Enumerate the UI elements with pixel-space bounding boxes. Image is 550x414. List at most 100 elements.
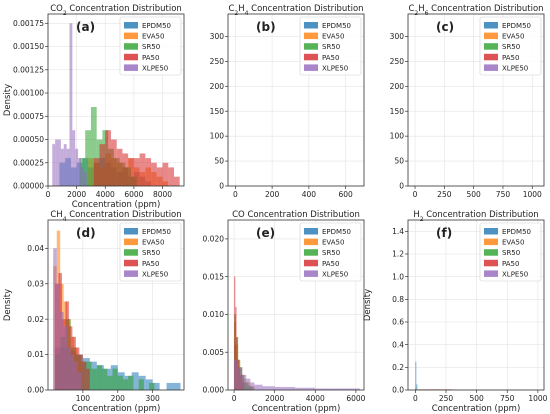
- legend-swatch: [304, 64, 318, 71]
- axes-frame: [227, 219, 365, 391]
- legend-label: SR50: [502, 249, 520, 257]
- legend-swatch: [484, 270, 498, 277]
- chart-title: CO Concentration Distribution: [232, 210, 360, 220]
- histogram-bar: [234, 359, 239, 390]
- y-tick-label: 0.01: [27, 350, 44, 359]
- histogram-bar: [416, 384, 418, 390]
- chart-title-part: 4: [245, 10, 249, 17]
- chart-title: H2 Concentration Distribution: [413, 210, 538, 223]
- x-tick-label: 750: [496, 190, 511, 199]
- legend-label: XLPE50: [322, 270, 348, 278]
- histogram-bar: [128, 375, 134, 390]
- legend-box: [119, 16, 182, 76]
- chart-panel: 0 2000 4000 6000 8000 0.00000 0.00025 0.00050 0.…: [3, 4, 185, 210]
- histogram-bar: [166, 382, 174, 390]
- histogram-bar: [168, 167, 174, 186]
- x-tick-label: 0: [413, 394, 418, 403]
- chart-panel: 0 250 500 750 1000 0.0 0.2 0.4 0.6 0.8 1.0 1.2 1.4 H2…: [363, 210, 548, 414]
- legend-label: EPDM50: [142, 228, 171, 236]
- legend-label: SR50: [322, 43, 340, 51]
- legend-swatch: [124, 22, 138, 29]
- legend-box: [299, 16, 362, 76]
- x-axis-label: Concentration (ppm): [72, 200, 161, 210]
- histogram-bar: [173, 382, 181, 390]
- y-tick-label: 250: [210, 57, 225, 66]
- chart-panel: 0 250 500 750 1000 0 50 100 150 200 250 300 C2H6 Con…: [390, 4, 545, 199]
- histogram-bar: [82, 361, 87, 390]
- panel-letter: (e): [256, 226, 275, 240]
- legend-swatch: [124, 53, 138, 61]
- histogram-bar: [78, 158, 81, 186]
- legend-label: PA50: [322, 260, 339, 268]
- histogram-bar: [133, 158, 140, 186]
- histogram-bar: [162, 162, 169, 186]
- y-tick-label: 0.020: [203, 234, 225, 243]
- chart-title-part: 6: [425, 10, 429, 17]
- x-tick-label: 1000: [523, 190, 542, 199]
- histogram-bar: [156, 167, 163, 186]
- histogram-bar: [56, 283, 61, 390]
- x-tick-label: 500: [469, 394, 484, 403]
- histogram-bar: [86, 368, 90, 390]
- y-tick-label: 1.0: [392, 272, 404, 281]
- histogram-bar: [99, 144, 106, 186]
- legend-swatch: [124, 238, 138, 246]
- y-tick-label: 200: [390, 82, 405, 91]
- histogram-bar: [246, 378, 251, 390]
- legend-label: XLPE50: [322, 64, 348, 72]
- legend-swatch: [124, 32, 138, 40]
- y-tick-label: 50: [214, 157, 224, 166]
- histogram-bar: [128, 158, 134, 186]
- histogram-bar: [415, 361, 417, 390]
- x-tick-label: 8000: [153, 190, 172, 199]
- histogram-bar: [52, 144, 56, 186]
- chart-title-part: H: [418, 4, 424, 14]
- chart-title-part: H: [238, 4, 244, 14]
- y-tick-label: 0.6: [392, 318, 404, 327]
- legend-swatch: [484, 64, 498, 71]
- legend-swatch: [304, 32, 318, 40]
- chart-title: C2H6 Concentration Distribution: [408, 4, 543, 17]
- chart-panel: 0 200 400 600 0 50 100 150 200 250 300 C2H4 Concent…: [210, 4, 365, 199]
- x-axis-label: Concentration (ppm): [432, 404, 521, 414]
- histogram-bar: [145, 158, 152, 186]
- legend-swatch: [304, 259, 318, 267]
- y-tick-label: 0: [219, 182, 224, 191]
- legend-label: EPDM50: [502, 228, 531, 236]
- y-tick-label: 0.02: [27, 315, 44, 324]
- panel-letter: (b): [256, 20, 276, 34]
- legend-label: EVA50: [322, 33, 344, 41]
- y-tick-label: 0.00100: [13, 89, 44, 98]
- legend-label: PA50: [322, 54, 339, 62]
- legend-label: SR50: [142, 249, 160, 257]
- x-tick-label: 0: [233, 190, 238, 199]
- histogram-bar: [112, 368, 118, 390]
- chart-panel: 100 200 300 0.00 0.01 0.02 0.03 0.04 CH4 Concent…: [3, 210, 185, 414]
- chart-title-part: 2: [63, 10, 67, 17]
- y-tick-label: 0.00150: [13, 42, 44, 51]
- legend-swatch: [304, 53, 318, 61]
- histogram-bar: [91, 368, 97, 390]
- histogram-bar: [235, 306, 237, 390]
- y-tick-label: 0.000: [203, 386, 225, 395]
- y-tick-label: 0.005: [203, 348, 225, 357]
- y-tick-label: 0.00: [27, 386, 44, 395]
- x-tick-label: 750: [500, 394, 515, 403]
- x-tick-label: 0: [46, 190, 51, 199]
- histogram-bar: [55, 139, 59, 186]
- histogram-bar: [74, 361, 78, 390]
- histogram-bar: [66, 148, 70, 186]
- y-tick-label: 0.00000: [13, 182, 44, 191]
- histogram-bar: [131, 372, 139, 390]
- legend-swatch: [304, 270, 318, 277]
- y-tick-label: 200: [210, 82, 225, 91]
- chart-title-part: Concentration Distribution: [424, 210, 539, 220]
- histogram-bar: [242, 374, 247, 390]
- chart-title-part: CH: [50, 210, 62, 220]
- histogram-bar: [60, 312, 64, 390]
- chart-title-part: H: [413, 210, 419, 220]
- legend-swatch: [484, 228, 498, 235]
- legend-swatch: [484, 53, 498, 61]
- y-tick-label: 0.4: [392, 340, 404, 349]
- y-tick-label: 0.0: [392, 386, 404, 395]
